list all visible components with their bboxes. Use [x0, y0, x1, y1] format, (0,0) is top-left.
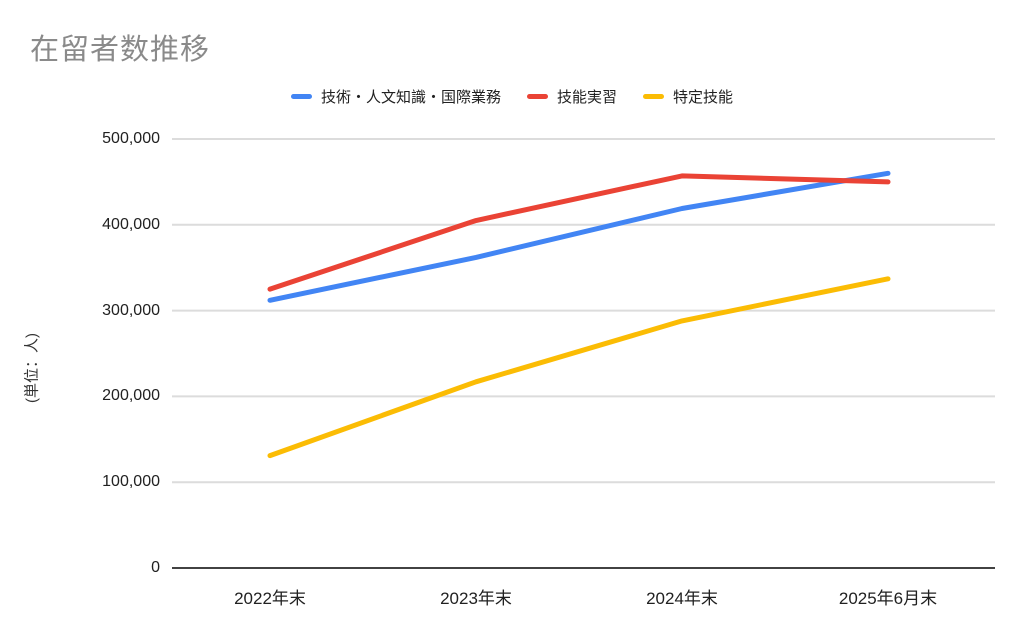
y-tick-label: 200,000: [102, 387, 160, 405]
legend-item-gijinkoku: 技術・人文知識・国際業務: [290, 86, 501, 107]
legend-item-tokuteiginou: 特定技能: [643, 86, 733, 107]
x-tick-label: 2023年末: [440, 589, 512, 608]
chart-title: 在留者数推移: [30, 34, 211, 66]
line-series: [267, 170, 891, 303]
line-series: [267, 276, 891, 459]
legend-swatch-yellow: [643, 94, 664, 99]
legend-label: 技術・人文知識・国際業務: [320, 89, 501, 106]
x-tick-label: 2025年6月末: [838, 589, 938, 608]
y-tick-label: 100,000: [102, 473, 160, 491]
legend-label: 技能実習: [556, 89, 617, 106]
legend-label: 特定技能: [673, 89, 734, 106]
legend-swatch-red: [526, 94, 548, 99]
legend-item-ginoujisshu: 技能実習: [526, 86, 617, 107]
x-tick-label: 2024年末: [646, 589, 718, 608]
y-tick-label: 500,000: [102, 130, 160, 147]
line-series: [267, 173, 891, 292]
y-tick-label: 300,000: [102, 301, 160, 319]
y-tick-label: 0: [151, 559, 160, 576]
y-tick-label: 400,000: [102, 215, 160, 233]
legend: 技術・人文知識・国際業務 技能実習 特定技能: [0, 86, 1024, 107]
x-tick-label: 2022年末: [234, 589, 306, 608]
legend-swatch-blue: [290, 94, 312, 99]
